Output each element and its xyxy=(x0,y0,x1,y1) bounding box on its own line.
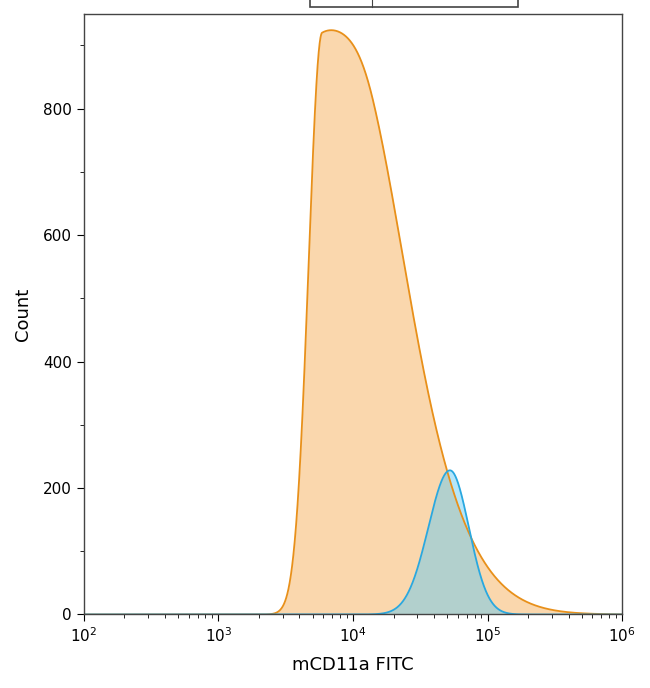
Y-axis label: Count: Count xyxy=(14,288,32,341)
X-axis label: mCD11a FITC: mCD11a FITC xyxy=(292,656,414,674)
